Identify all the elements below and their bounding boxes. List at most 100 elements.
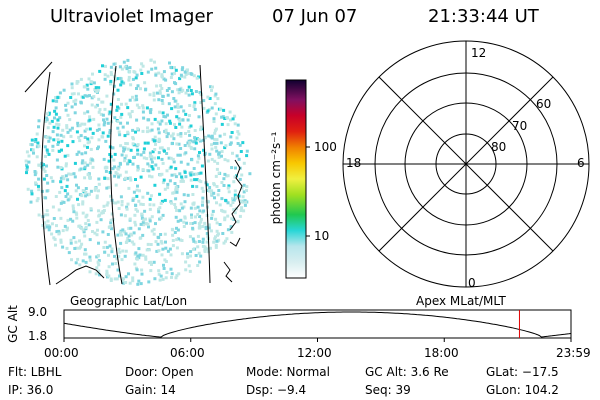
uv-speckle (157, 131, 161, 135)
uv-speckle (109, 79, 113, 83)
uv-speckle (162, 267, 166, 270)
uv-speckle (106, 201, 110, 205)
uv-speckle (186, 72, 190, 76)
uv-speckle (118, 173, 122, 177)
uv-speckles (24, 58, 252, 286)
uv-speckle (118, 250, 122, 254)
uv-speckle (120, 200, 124, 203)
uv-speckle (45, 209, 49, 213)
uv-speckle (70, 258, 73, 262)
uv-speckle (136, 127, 140, 131)
uv-speckle (176, 153, 180, 157)
uv-speckle (170, 90, 174, 94)
uv-speckle (213, 94, 217, 98)
uv-speckle (72, 99, 76, 103)
uv-speckle (99, 112, 103, 116)
uv-speckle (64, 164, 68, 168)
y-min-label: 1.8 (28, 329, 48, 343)
uv-speckle (220, 154, 223, 158)
uv-speckle (212, 182, 216, 186)
uv-speckle (118, 76, 122, 80)
uv-speckle (116, 98, 120, 101)
uv-speckle (215, 149, 219, 153)
uv-speckle (66, 192, 70, 196)
uv-speckle (30, 192, 34, 196)
uv-speckle (179, 73, 183, 77)
uv-speckle (65, 246, 69, 250)
uv-speckle (206, 95, 210, 99)
uv-speckle (59, 180, 63, 184)
uv-speckle (195, 178, 199, 182)
uv-speckle (129, 226, 133, 230)
uv-speckle (126, 58, 130, 62)
uv-speckle (111, 201, 115, 205)
uv-speckle (240, 186, 244, 190)
coast-line-right-2 (229, 237, 241, 247)
uv-speckle (176, 133, 180, 137)
uv-speckle (98, 273, 101, 277)
uv-speckle (165, 152, 169, 155)
uv-speckle (236, 220, 240, 224)
uv-speckle (160, 157, 164, 161)
uv-speckle (178, 88, 182, 92)
uv-speckle (212, 117, 216, 121)
uv-speckle (51, 144, 55, 148)
uv-speckle (161, 247, 165, 251)
uv-speckle (59, 166, 63, 169)
uv-speckle (101, 131, 105, 135)
uv-speckle (146, 191, 150, 195)
uv-speckle (96, 147, 99, 151)
uv-speckle (193, 206, 197, 210)
uv-speckle (188, 141, 192, 145)
uv-speckle (156, 120, 160, 124)
uv-speckle (103, 240, 107, 244)
uv-speckle (63, 224, 67, 228)
uv-speckle (243, 203, 247, 207)
uv-speckle (176, 219, 180, 223)
uv-speckle (210, 143, 214, 147)
uv-speckle (133, 70, 137, 74)
uv-speckle (119, 83, 123, 87)
uv-speckle (190, 92, 194, 96)
uv-speckle (155, 249, 159, 253)
uv-speckle (189, 145, 193, 149)
uv-speckle (73, 247, 77, 250)
uv-speckle (110, 73, 113, 77)
uv-speckle (199, 254, 203, 258)
uv-speckle (116, 120, 120, 123)
uv-speckle (188, 104, 192, 107)
uv-speckle (144, 87, 148, 91)
uv-speckle (164, 260, 168, 263)
uv-speckle (37, 125, 40, 129)
uv-speckle (210, 192, 213, 196)
uv-speckle (119, 121, 123, 125)
uv-speckle (129, 83, 133, 87)
uv-speckle (233, 122, 237, 126)
uv-speckle (186, 193, 190, 197)
uv-speckle (225, 237, 229, 241)
uv-speckle (84, 194, 88, 198)
uv-speckle (180, 175, 184, 179)
uv-speckle (169, 76, 173, 79)
uv-speckle (202, 99, 206, 103)
uv-speckle (83, 176, 87, 180)
uv-speckle (187, 264, 191, 268)
uv-speckle (64, 195, 68, 198)
uv-speckle (113, 174, 117, 178)
uv-speckle (102, 204, 106, 208)
uv-speckle (189, 250, 193, 254)
uv-speckle (71, 207, 75, 211)
uv-speckle (61, 229, 65, 233)
uv-speckle (150, 263, 153, 266)
uv-speckle (76, 121, 80, 125)
y-max-label: 9.0 (28, 305, 48, 319)
uv-speckle (212, 240, 216, 244)
uv-speckle (236, 123, 240, 127)
uv-speckle (94, 272, 98, 276)
uv-speckle (128, 176, 132, 180)
uv-speckle (108, 153, 112, 156)
uv-speckle (148, 164, 151, 168)
uv-speckle (179, 179, 183, 183)
uv-speckle (194, 215, 197, 219)
uv-speckle (107, 274, 111, 278)
